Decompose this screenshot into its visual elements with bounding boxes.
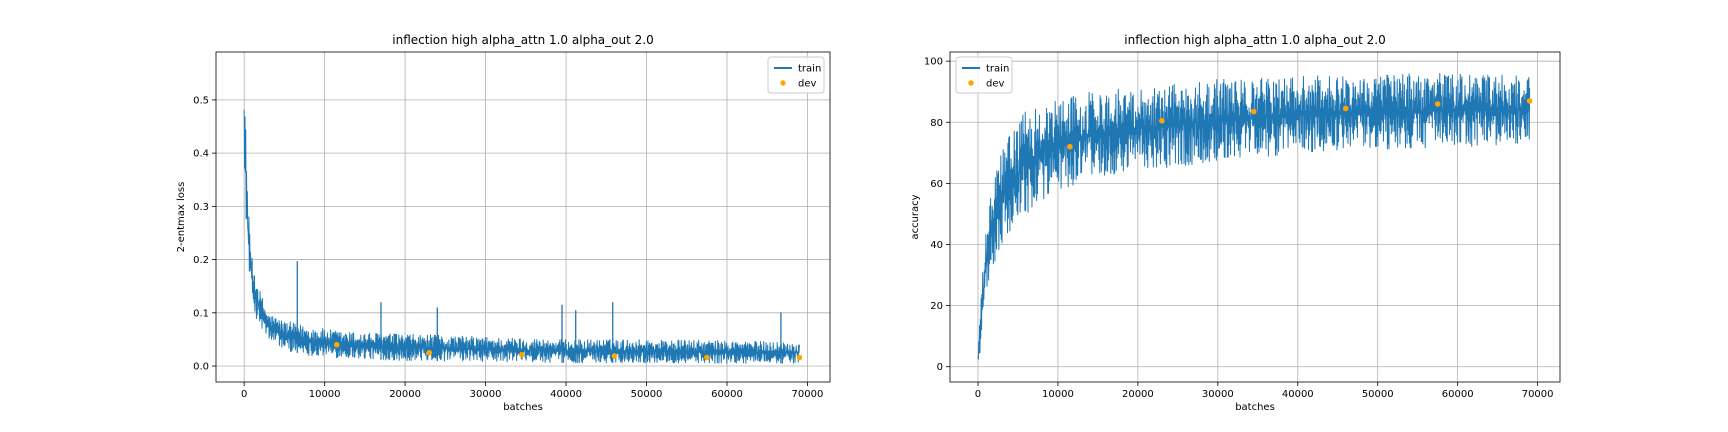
x-tick-label: 0 bbox=[975, 389, 981, 400]
chart-title: inflection high alpha_attn 1.0 alpha_out… bbox=[392, 33, 653, 47]
y-tick-label: 40 bbox=[930, 240, 943, 251]
x-axis-ticks: 0 10000 20000 30000 40000 50000 60000 70000 bbox=[975, 382, 1554, 400]
dev-point bbox=[1434, 101, 1441, 107]
x-axis-label: batches bbox=[1235, 402, 1275, 413]
legend: train dev bbox=[955, 56, 1013, 94]
dev-point bbox=[796, 354, 803, 361]
x-tick-label: 60000 bbox=[711, 389, 743, 400]
x-tick-label: 40000 bbox=[1282, 389, 1314, 400]
accuracy-chart: 0 10000 20000 30000 40000 50000 60000 70000 0 20… bbox=[910, 33, 1561, 413]
y-tick-label: 0.2 bbox=[193, 255, 209, 266]
loss-chart: 0 10000 20000 30000 40000 50000 60000 70000 0.0… bbox=[176, 33, 831, 413]
axes-frame bbox=[215, 51, 831, 383]
x-tick-label: 50000 bbox=[1362, 389, 1394, 400]
legend-dev-swatch bbox=[780, 80, 786, 86]
y-tick-label: 0 bbox=[937, 362, 943, 373]
axes-frame bbox=[949, 51, 1561, 383]
train-line bbox=[243, 109, 800, 364]
x-tick-label: 10000 bbox=[1042, 389, 1074, 400]
x-tick-label: 0 bbox=[241, 389, 247, 400]
train-line bbox=[977, 73, 1531, 360]
legend-train-label: train bbox=[798, 64, 821, 75]
x-tick-label: 20000 bbox=[1122, 389, 1154, 400]
dev-point bbox=[1526, 98, 1533, 104]
y-tick-label: 0.4 bbox=[193, 149, 209, 160]
y-axis-ticks: 0 20 40 60 80 100 bbox=[924, 57, 950, 373]
train-series bbox=[977, 73, 1531, 360]
legend-dev-swatch bbox=[968, 80, 974, 86]
dev-point bbox=[518, 352, 525, 358]
legend-dev-label: dev bbox=[986, 79, 1005, 90]
dev-point bbox=[704, 354, 710, 361]
y-tick-label: 20 bbox=[930, 301, 943, 312]
dev-point bbox=[1067, 143, 1073, 150]
y-tick-label: 0.3 bbox=[193, 202, 209, 213]
dev-point bbox=[426, 349, 433, 356]
x-axis-ticks: 0 10000 20000 30000 40000 50000 60000 70000 bbox=[241, 382, 823, 400]
legend-train-label: train bbox=[986, 64, 1009, 75]
y-tick-label: 100 bbox=[924, 57, 943, 68]
y-tick-label: 0.1 bbox=[193, 308, 209, 319]
dev-point bbox=[333, 341, 340, 348]
x-tick-label: 40000 bbox=[550, 389, 582, 400]
dev-point bbox=[611, 353, 618, 359]
x-tick-label: 50000 bbox=[631, 389, 663, 400]
dev-series bbox=[333, 341, 803, 361]
y-axis-label: accuracy bbox=[910, 194, 921, 239]
y-tick-label: 80 bbox=[930, 118, 943, 129]
legend: train dev bbox=[767, 56, 825, 94]
y-tick-label: 60 bbox=[930, 179, 943, 190]
x-tick-label: 30000 bbox=[470, 389, 502, 400]
dev-point bbox=[1342, 105, 1349, 112]
legend-dev-label: dev bbox=[798, 79, 817, 90]
y-axis-label: 2-entmax loss bbox=[176, 182, 187, 253]
dev-point bbox=[1159, 117, 1165, 124]
train-series bbox=[243, 109, 800, 364]
x-tick-label: 10000 bbox=[309, 389, 341, 400]
x-tick-label: 30000 bbox=[1202, 389, 1234, 400]
y-tick-label: 0.5 bbox=[193, 95, 209, 106]
x-axis-label: batches bbox=[503, 402, 543, 413]
plot-area bbox=[216, 52, 830, 382]
dev-point bbox=[1251, 108, 1257, 115]
y-axis-ticks: 0.0 0.1 0.2 0.3 0.4 0.5 bbox=[193, 95, 216, 373]
x-tick-label: 70000 bbox=[792, 389, 824, 400]
x-tick-label: 20000 bbox=[389, 389, 421, 400]
chart-title: inflection high alpha_attn 1.0 alpha_out… bbox=[1124, 33, 1385, 47]
grid-lines bbox=[216, 52, 830, 382]
x-tick-label: 70000 bbox=[1522, 389, 1554, 400]
x-tick-label: 60000 bbox=[1442, 389, 1474, 400]
y-tick-label: 0.0 bbox=[193, 362, 209, 373]
dev-series bbox=[1067, 98, 1533, 150]
